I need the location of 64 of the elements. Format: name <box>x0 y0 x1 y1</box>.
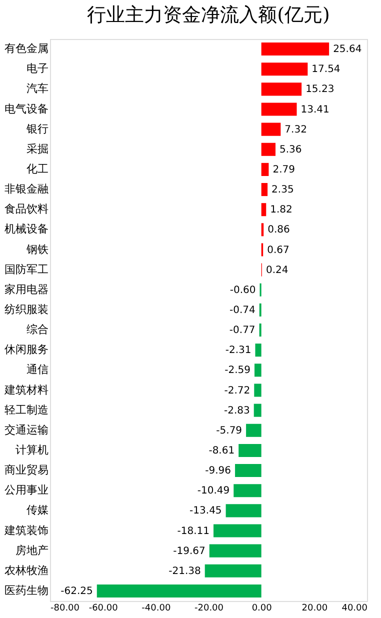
y-tick-label: 商业贸易 <box>4 464 48 477</box>
data-label: -2.83 <box>224 405 250 416</box>
data-label: -0.77 <box>229 325 256 336</box>
y-tick-label: 综合 <box>26 323 48 336</box>
y-tick-label: 电子 <box>26 62 48 76</box>
data-label: -9.96 <box>205 466 232 477</box>
y-tick-label: 建筑装饰 <box>4 524 48 537</box>
y-tick-label: 采掘 <box>26 142 48 156</box>
y-tick-label: 通信 <box>26 363 48 376</box>
data-label: -0.60 <box>230 284 256 296</box>
data-label: -2.59 <box>224 365 250 376</box>
data-label: -19.67 <box>173 546 206 557</box>
y-tick-label: 食品饮料 <box>4 202 48 216</box>
data-label: 15.23 <box>306 84 334 96</box>
data-label: -5.79 <box>216 425 242 436</box>
data-label: -8.61 <box>208 445 235 456</box>
y-tick-label: 化工 <box>26 162 48 176</box>
y-tick-label: 医药生物 <box>4 584 48 597</box>
x-tick-label: 20.00 <box>302 604 328 614</box>
y-tick-label: 国防军工 <box>4 262 48 276</box>
data-label: -21.38 <box>168 566 201 577</box>
data-label: 17.54 <box>312 64 340 76</box>
y-tick-label: 交通运输 <box>4 423 48 436</box>
y-tick-label: 电气设备 <box>4 102 48 116</box>
x-tick-label: -60.00 <box>88 604 118 614</box>
x-tick-label: -20.00 <box>194 604 224 614</box>
data-label: 25.64 <box>333 44 362 56</box>
x-tick-label: 0.00 <box>252 604 272 614</box>
y-tick-label: 公用事业 <box>4 484 48 497</box>
data-label: -13.45 <box>190 506 222 517</box>
data-label: -2.31 <box>225 345 252 356</box>
x-tick-label: -80.00 <box>50 604 80 614</box>
y-tick-label: 传媒 <box>26 504 48 517</box>
y-tick-label: 纺织服装 <box>4 302 48 316</box>
data-label: -18.11 <box>177 526 210 537</box>
chart-title: 行业主力资金净流入额(亿元) <box>87 4 330 26</box>
data-label: 0.24 <box>266 264 288 276</box>
data-label: 0.67 <box>267 244 290 256</box>
data-label: -10.49 <box>197 486 230 497</box>
x-tick-label: -40.00 <box>142 604 171 614</box>
y-tick-label: 银行 <box>26 122 48 136</box>
y-tick-label: 农林牧渔 <box>4 564 48 577</box>
y-tick-label: 非银金融 <box>4 182 48 196</box>
data-label: 1.82 <box>270 204 292 216</box>
y-tick-label: 机械设备 <box>4 222 48 236</box>
y-tick-label: 汽车 <box>26 82 48 96</box>
y-tick-label: 休闲服务 <box>4 343 48 356</box>
data-label: -62.25 <box>60 586 93 597</box>
y-tick-label: 钢铁 <box>26 242 48 256</box>
y-tick-label: 计算机 <box>16 443 48 456</box>
y-tick-label: 房地产 <box>16 544 48 557</box>
data-label: 7.32 <box>284 124 307 136</box>
x-tick-label: 40.00 <box>342 604 368 614</box>
y-tick-label: 家用电器 <box>4 282 48 296</box>
y-tick-label: 建筑材料 <box>4 383 48 396</box>
data-label: 2.79 <box>272 164 295 176</box>
y-tick-label: 有色金属 <box>4 42 48 56</box>
data-label: 13.41 <box>300 104 330 116</box>
data-label: 0.86 <box>268 224 290 236</box>
y-tick-label: 轻工制造 <box>4 403 48 416</box>
data-label: -0.74 <box>230 304 256 316</box>
data-label: 2.35 <box>272 184 294 196</box>
data-label: -2.72 <box>224 385 250 396</box>
data-label: 5.36 <box>279 144 302 156</box>
